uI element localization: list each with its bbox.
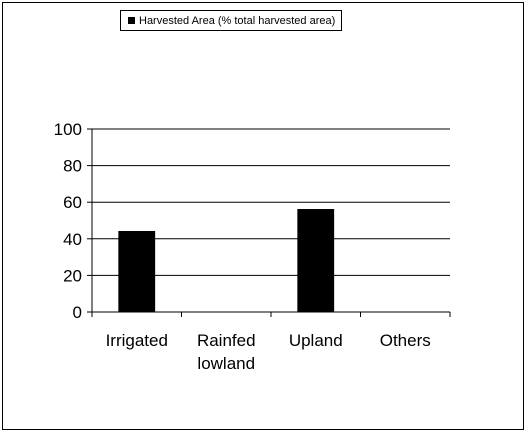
x-tick-label: Upland xyxy=(289,331,343,350)
y-tick-label: 0 xyxy=(73,303,82,322)
legend-swatch xyxy=(128,17,135,24)
y-tick-label: 100 xyxy=(54,120,82,139)
x-tick-label: Rainfed lowland xyxy=(197,331,256,373)
y-tick-label: 40 xyxy=(63,230,82,249)
y-tick-label: 80 xyxy=(63,157,82,176)
chart-legend: Harvested Area (% total harvested area) xyxy=(120,10,343,31)
bar xyxy=(297,209,335,313)
x-tick-label: Others xyxy=(380,331,431,350)
x-tick-label: Irrigated xyxy=(106,331,168,350)
bar xyxy=(118,230,156,313)
chart-frame xyxy=(2,2,524,430)
legend-label: Harvested Area (% total harvested area) xyxy=(139,14,336,27)
y-tick-label: 20 xyxy=(63,266,82,285)
y-tick-label: 60 xyxy=(63,193,82,212)
